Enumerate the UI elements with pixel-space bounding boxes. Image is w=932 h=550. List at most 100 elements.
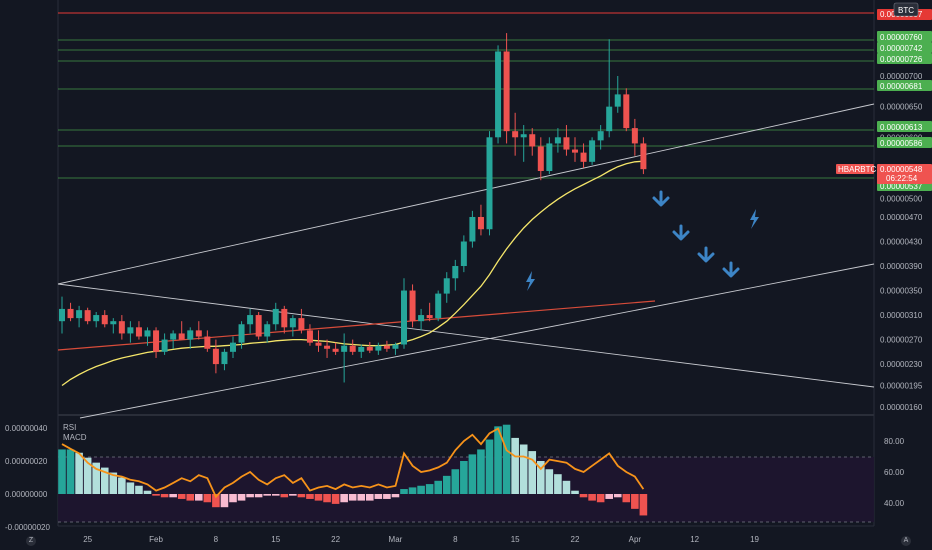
candle[interactable] xyxy=(640,137,647,175)
candle[interactable] xyxy=(537,137,544,181)
candle-body xyxy=(546,143,553,172)
candle[interactable] xyxy=(110,318,117,334)
candle[interactable] xyxy=(486,131,493,236)
price-axis[interactable]: 80.00 60.00 40.00 0.00000700 0.00000650 0.000… xyxy=(877,2,932,508)
candle[interactable] xyxy=(204,330,211,352)
candle-body xyxy=(272,308,279,325)
candle[interactable] xyxy=(426,302,433,322)
candle[interactable] xyxy=(101,310,108,328)
candle[interactable] xyxy=(230,336,236,358)
candle[interactable] xyxy=(401,278,407,349)
candle-body xyxy=(110,321,117,325)
candle[interactable] xyxy=(93,311,100,328)
candle[interactable] xyxy=(383,340,390,352)
candle[interactable] xyxy=(614,76,621,113)
candle[interactable] xyxy=(212,339,219,374)
candle[interactable] xyxy=(187,327,194,349)
price-pane[interactable]: HBARBTC xyxy=(57,0,876,527)
candle[interactable] xyxy=(452,259,459,291)
candle[interactable] xyxy=(135,321,142,340)
candle[interactable] xyxy=(324,339,331,358)
candle[interactable] xyxy=(366,342,373,354)
candle[interactable] xyxy=(409,284,416,328)
macd-histogram-bar xyxy=(271,494,280,496)
candle-body xyxy=(401,290,407,345)
candle[interactable] xyxy=(477,204,484,236)
candle[interactable] xyxy=(554,128,561,153)
candle[interactable] xyxy=(623,88,630,132)
candle[interactable] xyxy=(221,348,228,371)
candle[interactable] xyxy=(435,290,442,322)
candle-body xyxy=(161,339,168,352)
macd-histogram-bar xyxy=(195,494,203,501)
candle[interactable] xyxy=(529,128,536,156)
candle[interactable] xyxy=(255,311,262,340)
price-tag-text: 0.00000681 xyxy=(880,82,923,91)
candle[interactable] xyxy=(572,137,578,162)
candle[interactable] xyxy=(495,45,502,144)
candle[interactable] xyxy=(546,137,553,175)
candle[interactable] xyxy=(118,315,125,340)
macd-histogram-bar xyxy=(203,494,212,503)
macd-histogram-bar xyxy=(562,480,571,494)
candle[interactable] xyxy=(469,210,476,248)
candle[interactable] xyxy=(375,342,382,355)
candle[interactable] xyxy=(127,321,134,343)
candle[interactable] xyxy=(272,302,279,331)
candle[interactable] xyxy=(460,235,467,273)
macd-histogram-bar xyxy=(289,494,297,496)
candle[interactable] xyxy=(520,125,527,162)
rsi-tick-label: 40.00 xyxy=(884,499,905,508)
candle[interactable] xyxy=(153,327,160,358)
candle[interactable] xyxy=(597,125,604,150)
candle[interactable] xyxy=(512,112,519,156)
candle[interactable] xyxy=(392,342,399,355)
macd-histogram-bar xyxy=(631,494,639,509)
macd-tick-label: 0.00000020 xyxy=(5,457,48,466)
candle[interactable] xyxy=(170,330,177,349)
candle[interactable] xyxy=(589,137,596,165)
timezone-corner-button[interactable]: Z xyxy=(26,536,36,546)
candle[interactable] xyxy=(332,342,339,355)
candle[interactable] xyxy=(195,321,202,340)
candle[interactable] xyxy=(67,302,74,322)
price-tag-text: 0.00000742 xyxy=(880,44,923,53)
candle[interactable] xyxy=(238,321,245,349)
candle[interactable] xyxy=(580,143,587,168)
macd-histogram-bar xyxy=(143,490,152,494)
candle[interactable] xyxy=(341,333,348,383)
candle[interactable] xyxy=(144,327,151,346)
macd-histogram-bar xyxy=(263,494,271,496)
symbol-badge[interactable]: BTC xyxy=(893,2,919,17)
rsi-line xyxy=(61,427,645,499)
candle[interactable] xyxy=(264,321,271,343)
candle[interactable] xyxy=(349,339,356,355)
time-axis[interactable]: 25 Feb 8 15 22 Mar 8 15 22 Apr 12 19 xyxy=(83,535,759,544)
price-tag-bg xyxy=(877,31,932,42)
rsi-legend-label: RSI xyxy=(63,423,76,432)
candle[interactable] xyxy=(563,125,570,156)
candle[interactable] xyxy=(247,308,254,334)
candle[interactable] xyxy=(161,333,168,355)
candle[interactable] xyxy=(606,39,613,138)
candle[interactable] xyxy=(76,305,83,328)
candle[interactable] xyxy=(281,305,288,334)
candle[interactable] xyxy=(418,308,425,331)
candle[interactable] xyxy=(631,118,638,156)
candle-body xyxy=(366,346,373,351)
candle[interactable] xyxy=(503,33,510,144)
candle[interactable] xyxy=(443,272,450,303)
auto-scale-button[interactable]: A xyxy=(901,536,911,546)
candle[interactable] xyxy=(84,307,91,325)
candle[interactable] xyxy=(358,344,365,358)
candle[interactable] xyxy=(298,308,305,334)
candle[interactable] xyxy=(306,324,313,346)
candle[interactable] xyxy=(289,315,296,337)
candle[interactable] xyxy=(315,330,322,352)
candle[interactable] xyxy=(59,296,65,334)
macd-histogram-bar xyxy=(477,449,485,494)
candle-body xyxy=(195,330,202,337)
candle[interactable] xyxy=(178,321,185,340)
